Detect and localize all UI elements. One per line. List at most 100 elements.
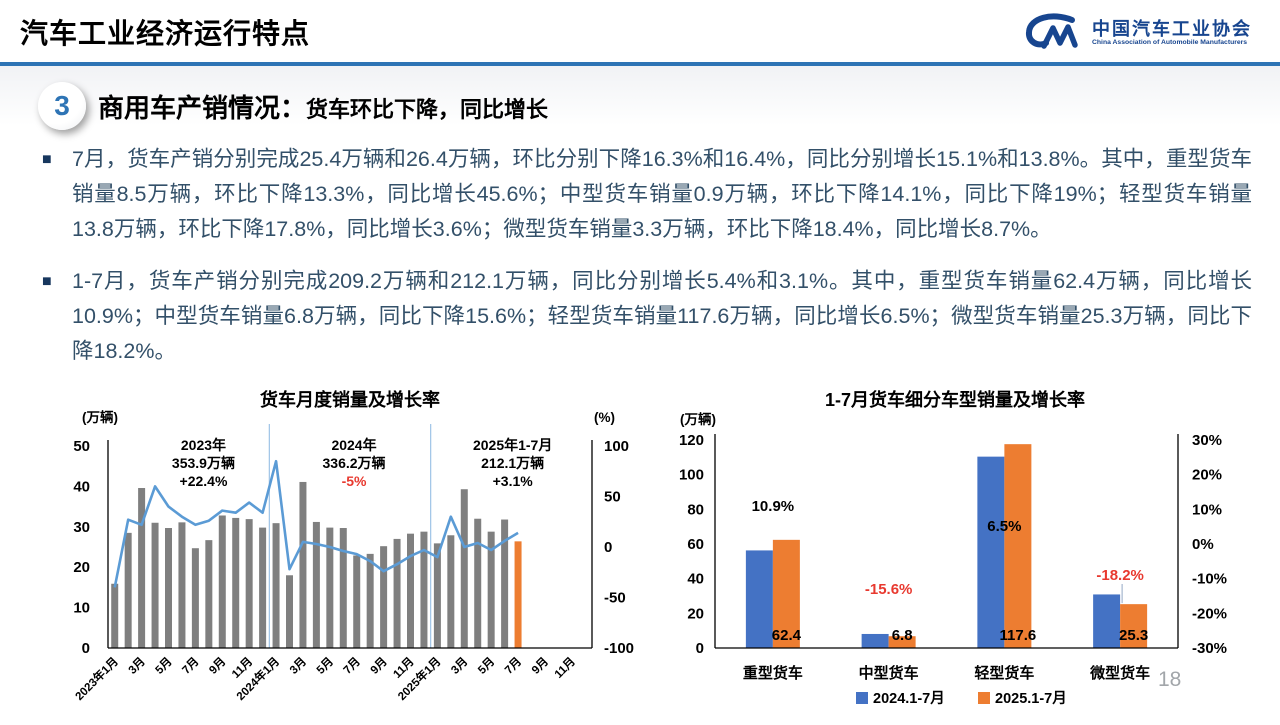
monthly-sales-bar bbox=[111, 583, 119, 648]
bar-value-label: 6.8 bbox=[892, 627, 913, 644]
y-axis-tick: 0 bbox=[696, 640, 704, 657]
monthly-sales-bar bbox=[272, 523, 280, 648]
bar-value-label: 25.3 bbox=[1119, 627, 1148, 644]
bullet-list: ■ 7月，货车产销分别完成25.4万辆和26.4万辆，环比分别下降16.3%和16… bbox=[42, 142, 1252, 386]
category-label: 微型货车 bbox=[1089, 664, 1150, 682]
monthly-sales-bar bbox=[191, 548, 199, 648]
x-axis-tick: 11月 bbox=[552, 655, 578, 681]
x-axis-tick: 7月 bbox=[502, 655, 524, 677]
monthly-sales-bar bbox=[514, 541, 522, 648]
bullet-text-1: 7月，货车产销分别完成25.4万辆和26.4万辆，环比分别下降16.3%和16.… bbox=[72, 147, 1252, 242]
bar-2025 bbox=[888, 636, 916, 648]
y2-axis-tick: 0 bbox=[604, 539, 612, 556]
y-axis-tick: 40 bbox=[687, 571, 704, 588]
monthly-sales-bar bbox=[245, 519, 253, 648]
legend-swatch bbox=[856, 692, 868, 704]
slide-title: 汽车工业经济运行特点 bbox=[20, 18, 311, 49]
chart1-annotation: 353.9万辆 bbox=[172, 455, 235, 471]
monthly-sales-bar bbox=[259, 527, 267, 648]
bullet-text-2: 1-7月，货车产销分别完成209.2万辆和212.1万辆，同比分别增长5.4%和… bbox=[72, 269, 1252, 364]
bar-value-label: 117.6 bbox=[1000, 627, 1037, 644]
monthly-sales-bar bbox=[286, 575, 293, 648]
legend-label: 2025.1-7月 bbox=[995, 690, 1067, 707]
monthly-sales-bar bbox=[501, 519, 509, 648]
monthly-sales-bar bbox=[138, 488, 146, 648]
x-axis-tick: 2023年1月 bbox=[72, 654, 121, 703]
bar-2024 bbox=[745, 550, 773, 648]
monthly-sales-bar bbox=[178, 522, 186, 648]
x-axis-tick: 5月 bbox=[314, 655, 336, 677]
legend-label: 2024.1-7月 bbox=[873, 690, 945, 707]
x-axis-tick: 3月 bbox=[287, 655, 309, 677]
x-axis-tick: 3月 bbox=[449, 655, 471, 677]
y-axis-tick: 120 bbox=[679, 432, 704, 449]
segment-sales-chart: 1-7月货车细分车型销量及增长率 (万辆) 120 100 80 60 40 20 0 30% 20… bbox=[660, 388, 1260, 725]
y2-axis-tick: -30% bbox=[1192, 640, 1227, 657]
chart1-annotation: 336.2万辆 bbox=[323, 455, 386, 471]
x-axis-tick: 9月 bbox=[368, 655, 390, 677]
monthly-sales-chart-svg: 货车月度销量及增长率(万辆) (%)50403020100100500-50-10… bbox=[72, 389, 634, 703]
chart1-annotation: 2023年 bbox=[181, 437, 226, 453]
cm-logo-icon bbox=[1025, 13, 1078, 49]
monthly-sales-bar bbox=[460, 489, 468, 648]
monthly-sales-bar bbox=[407, 533, 414, 648]
y-axis-tick: 30 bbox=[73, 519, 90, 536]
y2-axis-tick: -50 bbox=[604, 590, 626, 607]
bar-2025 bbox=[1004, 444, 1032, 648]
growth-rate-line bbox=[113, 459, 519, 588]
bar-2025 bbox=[772, 539, 800, 648]
chart2-unit-left: (万辆) bbox=[680, 411, 716, 427]
chart1-unit-right: (%) bbox=[594, 410, 615, 425]
monthly-sales-bar bbox=[232, 517, 240, 648]
y2-axis-tick: 50 bbox=[604, 489, 621, 506]
bar-2024 bbox=[977, 456, 1005, 648]
x-axis-tick: 5月 bbox=[475, 655, 497, 677]
y2-axis-tick: 10% bbox=[1192, 501, 1222, 518]
chart1-unit-left: (万辆) bbox=[82, 409, 118, 425]
y-axis-tick: 20 bbox=[687, 605, 704, 622]
y-axis-tick: 20 bbox=[73, 559, 90, 576]
x-axis-tick: 5月 bbox=[153, 655, 175, 677]
chart1-annotation: 212.1万辆 bbox=[481, 455, 544, 471]
x-axis-tick: 9月 bbox=[207, 655, 229, 677]
monthly-sales-bar bbox=[447, 535, 455, 648]
bar-2024 bbox=[1093, 594, 1121, 648]
growth-rate-label: 6.5% bbox=[987, 518, 1021, 535]
monthly-sales-bar bbox=[312, 521, 320, 648]
monthly-sales-bar bbox=[218, 515, 226, 648]
category-label: 轻型货车 bbox=[974, 664, 1034, 682]
monthly-sales-bar bbox=[380, 546, 388, 648]
y-axis-tick: 50 bbox=[73, 438, 90, 455]
monthly-sales-bar bbox=[366, 553, 374, 648]
monthly-sales-bar bbox=[165, 528, 172, 648]
y-axis-tick: 0 bbox=[82, 640, 90, 657]
bullet-square-icon: ■ bbox=[42, 151, 52, 168]
y2-axis-tick: 30% bbox=[1192, 432, 1222, 449]
org-logo: 中国汽车工业协会 China Association of Automobile… bbox=[1022, 12, 1252, 54]
chart1-annotation: 2024年 bbox=[331, 437, 376, 453]
y2-axis-tick: -10% bbox=[1192, 571, 1227, 588]
section-heading: 商用车产销情况：货车环比下降，同比增长 bbox=[98, 88, 548, 125]
growth-rate-label: -15.6% bbox=[865, 581, 913, 598]
y-axis-tick: 80 bbox=[687, 501, 704, 518]
section-band bbox=[0, 66, 1280, 136]
bar-value-label: 62.4 bbox=[772, 627, 802, 644]
monthly-sales-bar bbox=[487, 531, 495, 648]
monthly-sales-bar bbox=[299, 481, 307, 648]
chart1-annotation: +22.4% bbox=[180, 473, 228, 489]
bar-2025 bbox=[1120, 604, 1148, 648]
growth-rate-label: -18.2% bbox=[1096, 567, 1144, 584]
section-heading-main: 商用车产销情况： bbox=[98, 93, 307, 123]
section-number-badge: 3 bbox=[38, 82, 86, 130]
monthly-sales-chart: 货车月度销量及增长率 (万辆) (%) 50 40 30 20 10 0 100 50 0 -50 -10… bbox=[38, 388, 648, 725]
y2-axis-tick: -20% bbox=[1192, 605, 1227, 622]
y2-axis-tick: -100 bbox=[604, 640, 634, 657]
category-label: 重型货车 bbox=[743, 664, 803, 682]
monthly-sales-bar bbox=[151, 522, 159, 648]
x-axis-tick: 7月 bbox=[341, 655, 363, 677]
monthly-sales-bar bbox=[339, 528, 347, 648]
x-axis-tick: 3月 bbox=[126, 655, 148, 677]
x-axis-tick: 9月 bbox=[529, 655, 551, 677]
y-axis-tick: 60 bbox=[687, 536, 704, 553]
y2-axis-tick: 20% bbox=[1192, 467, 1222, 484]
